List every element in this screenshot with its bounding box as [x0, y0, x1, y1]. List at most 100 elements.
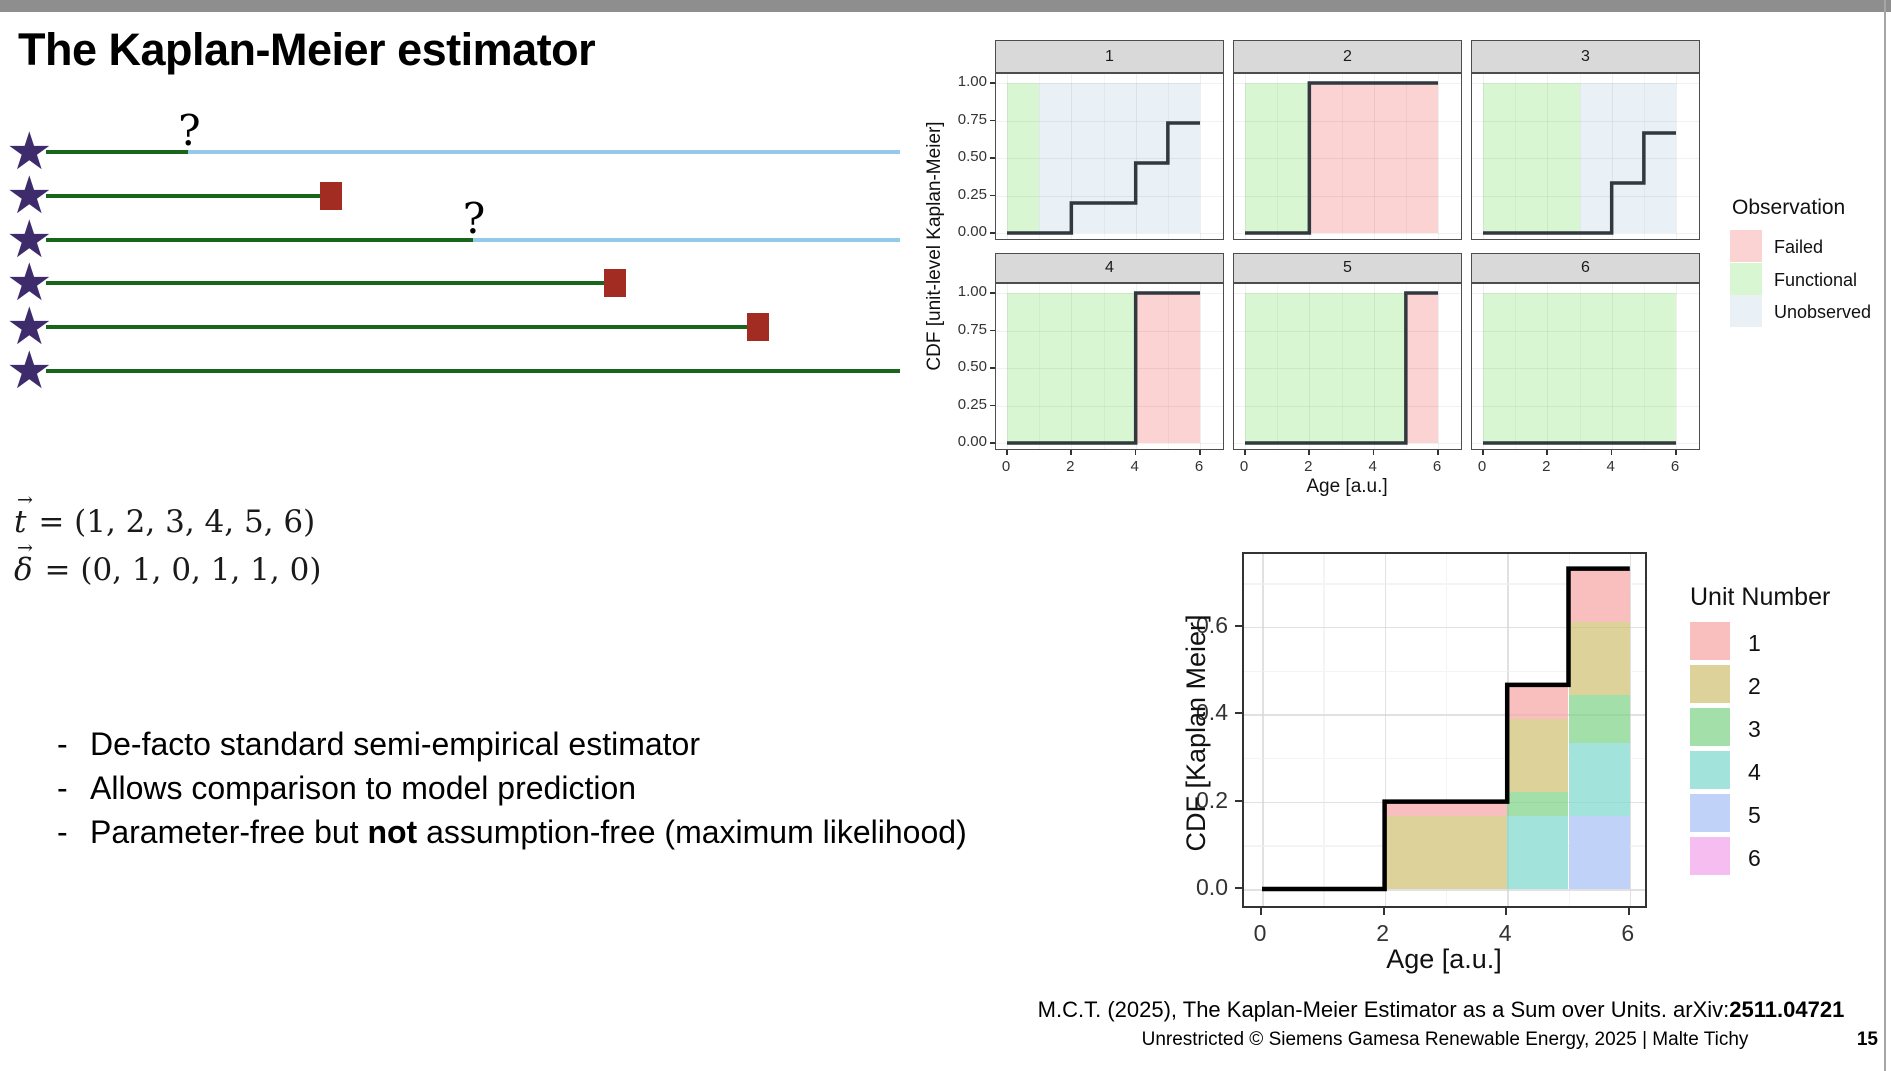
- facet-x-tick-mark: [1006, 450, 1008, 455]
- facet-x-tick-label: 4: [1130, 458, 1139, 475]
- gridline-horizontal: [1472, 120, 1699, 122]
- facet-y-tick-mark: [990, 119, 995, 121]
- bullet-text: assumption-free (maximum likelihood): [417, 814, 967, 850]
- gridline-vertical: [1676, 284, 1678, 449]
- bullet-dash: -: [57, 814, 68, 850]
- gridline-overlay: [1244, 714, 1645, 716]
- unit-star-icon: ★: [6, 209, 53, 270]
- unit-area-1: [1507, 684, 1569, 719]
- facet-x-tick-label: 6: [1194, 458, 1204, 475]
- bullet-list: - De-facto standard semi-empirical estima…: [57, 722, 1157, 854]
- km-x-tick-mark: [1505, 908, 1508, 915]
- facet-y-tick-label: 1.00: [957, 283, 987, 300]
- gridline-vertical: [1483, 284, 1484, 449]
- gridline-vertical: [1547, 284, 1549, 449]
- gridline-horizontal: [1472, 195, 1699, 197]
- gridline-horizontal: [1472, 293, 1699, 294]
- unit-area-4: [1507, 816, 1569, 889]
- gridline-vertical: [1611, 284, 1613, 449]
- gridline-vertical: [1611, 74, 1613, 239]
- km-y-tick-mark: [1235, 712, 1242, 715]
- facet-x-tick-label: 6: [1432, 458, 1442, 475]
- gridline-horizontal: [996, 233, 1223, 234]
- stacked-y-axis-label: CDF [Kaplan Meier]: [1181, 614, 1211, 852]
- km-x-tick-mark: [1260, 908, 1262, 915]
- legend-label: Functional: [1774, 269, 1858, 290]
- facet-bg-failed: [1309, 83, 1438, 233]
- legend-label: 6: [1748, 845, 1761, 871]
- facet-x-tick-mark: [1610, 450, 1613, 455]
- gridline-vertical: [1071, 74, 1073, 239]
- legend-swatch-unit-6: [1690, 837, 1730, 875]
- facet-y-tick-label: 0.25: [957, 395, 987, 413]
- facet-y-tick-label: 0.00: [957, 223, 987, 240]
- gridline-horizontal: [1244, 714, 1645, 716]
- gridline-vertical: [1007, 284, 1008, 449]
- facet-strip-label: 3: [1471, 40, 1700, 73]
- observed-life-line: [46, 369, 900, 373]
- gridline-horizontal: [1234, 330, 1461, 332]
- km-y-tick-mark: [1235, 887, 1242, 889]
- gridline-vertical: [1438, 284, 1440, 449]
- gridline-horizontal: [1472, 405, 1699, 407]
- gridline-overlay: [1244, 889, 1645, 891]
- vector-t-symbol: t →: [14, 489, 33, 540]
- legend-label: Unobserved: [1774, 302, 1872, 322]
- gridline-horizontal: [1234, 195, 1461, 197]
- gridline-horizontal: [996, 330, 1223, 332]
- footer-copyright: Unrestricted © Siemens Gamesa Renewable …: [1141, 1029, 1749, 1050]
- unit-area-1: [1568, 568, 1630, 622]
- facet-strip-label: 5: [1233, 253, 1462, 283]
- legend-swatch-unit-2: [1690, 665, 1730, 703]
- failure-marker: [604, 269, 627, 298]
- facet-x-tick-mark: [1199, 450, 1201, 455]
- gridline-vertical: [1676, 74, 1678, 239]
- km-y-tick-label: 0.0: [1196, 874, 1228, 900]
- gridline-vertical: [1262, 554, 1264, 906]
- gridline-overlay: [1244, 626, 1645, 629]
- gridline-horizontal: [1234, 158, 1461, 159]
- facet-y-tick-mark: [990, 404, 995, 406]
- gridline-vertical: [1547, 74, 1549, 239]
- legend-label: 3: [1748, 716, 1761, 742]
- legend-swatch-functional: [1730, 262, 1762, 295]
- gridline-overlay: [1384, 554, 1387, 906]
- km-step-line: [1262, 566, 1630, 892]
- facet-x-tick-label: 0: [1477, 458, 1487, 475]
- facet-strip-label: 4: [995, 253, 1224, 283]
- facet-x-tick-mark: [1482, 450, 1484, 455]
- facet-x-axis-label: Age [a.u.]: [1306, 476, 1388, 497]
- facet-step-line: [1483, 131, 1677, 235]
- gridline-vertical: [1323, 554, 1325, 906]
- gridline-horizontal: [996, 368, 1223, 369]
- facet-y-tick-mark: [990, 292, 995, 294]
- gridline-vertical: [1629, 554, 1632, 906]
- observed-life-line: [46, 325, 758, 330]
- legend-label: 4: [1748, 759, 1761, 785]
- unit-area-4: [1568, 743, 1630, 816]
- facet-bg-unobserved: [1579, 83, 1676, 233]
- observed-life-line: [46, 193, 331, 198]
- facet-y-tick-label: 0.00: [957, 433, 987, 450]
- gridline-horizontal: [1244, 889, 1645, 891]
- gridline-horizontal: [996, 83, 1223, 84]
- unit-star-icon: ★: [6, 122, 53, 182]
- unit-star-icon: ★: [6, 297, 53, 358]
- facet-y-tick-label: 0.75: [957, 320, 987, 338]
- bullet-item: - De-facto standard semi-empirical estima…: [57, 722, 1157, 766]
- footer-citation-text: M.C.T. (2025), The Kaplan-Meier Estimato…: [1037, 997, 1730, 1022]
- footer-citation: M.C.T. (2025), The Kaplan-Meier Estimato…: [641, 997, 1891, 1023]
- vector-delta-values: = (0, 1, 0, 1, 1, 0): [44, 552, 322, 588]
- facet-bg-unobserved: [1039, 83, 1200, 233]
- vector-t-values: = (1, 2, 3, 4, 5, 6): [38, 504, 316, 540]
- facet-x-tick-label: 2: [1542, 458, 1551, 475]
- facet-y-tick-label: 0.75: [957, 110, 987, 128]
- facet-y-tick-label: 0.50: [957, 148, 987, 165]
- facet-x-tick-label: 0: [1239, 458, 1249, 475]
- facet-x-tick-mark: [1070, 450, 1072, 455]
- vector-delta-symbol: δ →: [14, 537, 33, 588]
- gridline-overlay: [1629, 554, 1632, 906]
- bullet-item: - Allows comparison to model prediction: [57, 766, 1157, 810]
- facet-panel: [1471, 283, 1700, 450]
- km-y-tick-mark: [1235, 799, 1242, 802]
